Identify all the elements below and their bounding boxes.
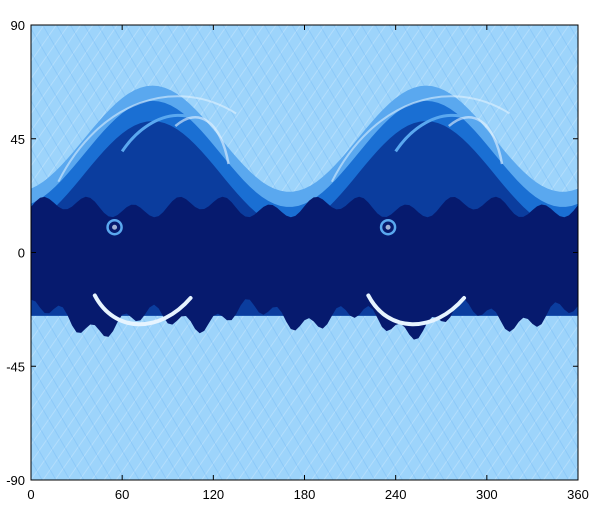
crest-filament bbox=[57, 95, 237, 183]
x-tick-label: 120 bbox=[202, 487, 224, 502]
eddy-filaments bbox=[57, 95, 511, 327]
y-tick-label: 45 bbox=[11, 132, 25, 147]
crest-filament bbox=[394, 113, 496, 153]
x-tick-label: 360 bbox=[567, 487, 589, 502]
x-tick-label: 0 bbox=[27, 487, 34, 502]
vortex bbox=[106, 218, 123, 236]
crest-filament bbox=[174, 116, 230, 165]
y-axis: -90 -45 0 45 90 bbox=[6, 18, 578, 488]
plot-area bbox=[31, 25, 578, 480]
x-tick-label: 60 bbox=[115, 487, 129, 502]
x-tick-label: 240 bbox=[385, 487, 407, 502]
vortex bbox=[379, 218, 397, 236]
southern-crescent bbox=[92, 293, 193, 327]
y-tick-label: 90 bbox=[11, 18, 25, 33]
y-tick-label: -45 bbox=[6, 359, 25, 374]
y-tick-label: 0 bbox=[18, 246, 25, 261]
crest-filament bbox=[120, 113, 223, 153]
x-axis: 0 60 120 180 240 300 360 bbox=[27, 25, 589, 502]
dark-equatorial-band bbox=[31, 196, 578, 340]
crest-filament bbox=[330, 95, 511, 183]
vortex-core bbox=[385, 224, 391, 230]
y-tick-label: -90 bbox=[6, 473, 25, 488]
southern-crescent bbox=[366, 293, 467, 327]
x-tick-label: 180 bbox=[294, 487, 316, 502]
x-tick-label: 300 bbox=[476, 487, 498, 502]
crest-filament bbox=[448, 116, 504, 165]
vortex-core bbox=[112, 224, 118, 230]
